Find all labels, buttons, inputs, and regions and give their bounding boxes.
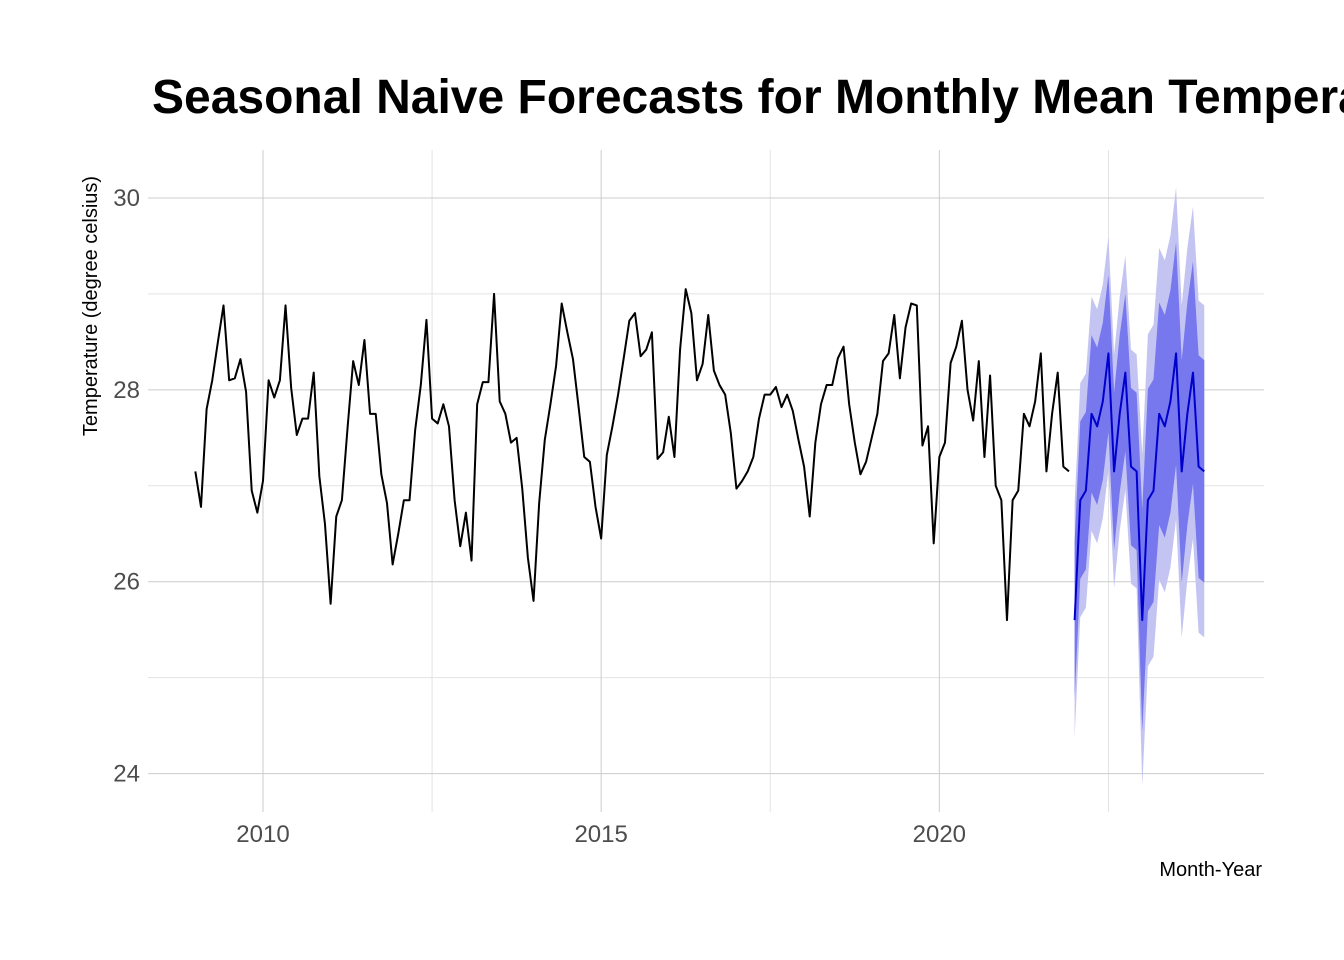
x-tick-label: 2015 [574, 821, 627, 848]
x-axis-title: Month-Year [1159, 859, 1262, 881]
title-clip: Seasonal Naive Forecasts for Monthly Mea… [0, 0, 1344, 140]
x-tick-labels: 2010 2015 2020 [236, 821, 966, 848]
x-tick-label: 2020 [913, 821, 966, 848]
chart-title: Seasonal Naive Forecasts for Monthly Mea… [152, 71, 1344, 124]
y-tick-labels: 24 26 28 30 [113, 185, 140, 788]
history-line [194, 288, 1070, 622]
forecast-line [1073, 352, 1205, 622]
prediction-intervals [1074, 187, 1205, 787]
x-tick-label: 2010 [236, 821, 289, 848]
y-tick-label: 28 [113, 377, 140, 404]
series-lines [194, 288, 1205, 622]
y-axis-title: Temperature (degree celsius) [80, 176, 102, 436]
y-tick-label: 26 [113, 569, 140, 596]
y-tick-label: 24 [113, 761, 140, 788]
y-tick-label: 30 [113, 185, 140, 212]
